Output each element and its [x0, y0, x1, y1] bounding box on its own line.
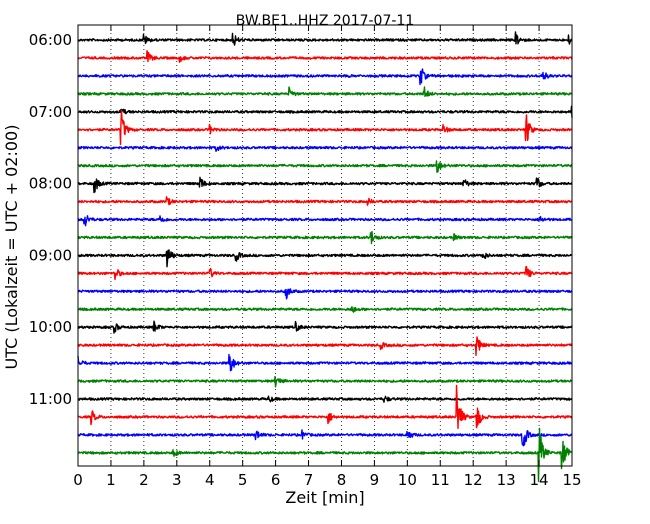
trace-line: [77, 288, 573, 300]
y-axis-label: UTC (Lokalzeit = UTC + 02:00): [2, 125, 21, 370]
trace-line: [77, 427, 573, 483]
x-tick-label: 2: [139, 471, 149, 489]
y-tick-label: 09:00: [29, 246, 72, 264]
trace-line: [77, 384, 573, 430]
trace-line: [77, 176, 573, 194]
y-tick-label: 11:00: [29, 390, 72, 408]
trace-line: [77, 375, 573, 388]
trace-line: [77, 230, 573, 245]
trace-line: [77, 145, 573, 153]
x-tick-label: 9: [370, 471, 380, 489]
x-tick-label: 3: [172, 471, 182, 489]
x-tick-label: 4: [205, 471, 215, 489]
grid-lines: [110, 25, 540, 466]
x-tick-label: 10: [398, 471, 417, 489]
trace-line: [77, 105, 573, 118]
trace-line: [77, 86, 573, 98]
x-tick-label: 15: [562, 471, 581, 489]
x-tick-label: 6: [271, 471, 281, 489]
seismic-traces: [77, 31, 573, 483]
plot-frame: [77, 24, 573, 467]
x-tick-label: 11: [431, 471, 450, 489]
trace-line: [77, 196, 573, 206]
x-tick-label: 14: [530, 471, 549, 489]
trace-line: [77, 68, 573, 86]
x-tick-label: 13: [497, 471, 516, 489]
chart-title: BW.BE1..HHZ 2017-07-11: [236, 13, 415, 29]
y-tick-label: 08:00: [29, 175, 72, 193]
x-tick-label: 7: [304, 471, 314, 489]
trace-line: [77, 353, 573, 372]
trace-line: [77, 306, 573, 313]
x-tick-label: 8: [337, 471, 347, 489]
x-tick-label: 1: [106, 471, 116, 489]
trace-line: [77, 249, 573, 268]
trace-line: [77, 109, 573, 146]
y-tick-label: 10:00: [29, 318, 72, 336]
y-tick-label: 07:00: [29, 103, 72, 121]
x-tick-label: 5: [238, 471, 248, 489]
trace-line: [77, 160, 573, 174]
x-axis-label: Zeit [min]: [285, 488, 364, 507]
trace-line: [77, 320, 573, 334]
x-tick-label: 0: [73, 471, 83, 489]
trace-line: [77, 50, 573, 63]
axis-ticks: 0 1 2 3 4 5 6 7 8 9 10 11 12 13 14 1506:0007:0008:0009:…: [29, 25, 582, 489]
trace-line: [77, 31, 573, 46]
trace-line: [77, 429, 573, 447]
trace-line: [77, 395, 573, 403]
y-tick-label: 06:00: [29, 31, 72, 49]
trace-line: [77, 265, 573, 281]
trace-line: [77, 215, 573, 227]
x-tick-label: 12: [464, 471, 483, 489]
trace-line: [77, 336, 573, 356]
